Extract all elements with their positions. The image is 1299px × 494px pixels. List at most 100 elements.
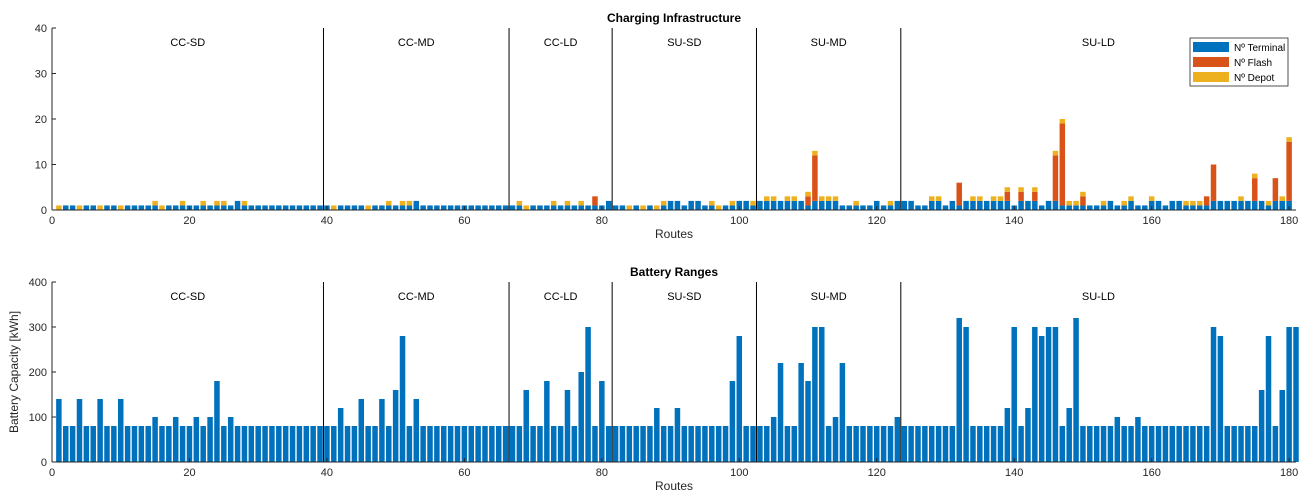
y-axis-label: Battery Capacity [kWh] [7,311,21,433]
bar [392,390,399,462]
bar [764,200,770,210]
bar [1073,200,1079,206]
bar [956,205,962,210]
bar [509,426,516,462]
bar [303,426,310,462]
bar [1032,327,1038,462]
bar [523,390,529,462]
bar [1252,178,1258,201]
bar [179,200,186,206]
bar [770,417,777,462]
bar [928,426,935,462]
bar [757,200,763,210]
bar [832,417,839,462]
bar [729,205,736,210]
bar [1210,327,1217,462]
bar [544,205,550,210]
bar [1238,200,1244,210]
bar [104,426,110,462]
bar [83,426,90,462]
bar [214,200,220,206]
bar [441,426,447,462]
segment-label: CC-MD [398,37,435,49]
bar [715,426,722,462]
bar [111,205,117,210]
bar [351,426,358,462]
bar [1210,200,1217,210]
bar [1004,200,1011,210]
bar [1121,205,1127,210]
bar [990,426,997,462]
bar [1052,327,1059,462]
bar [447,205,454,210]
x-tick-label: 140 [1005,467,1023,479]
bar [1093,205,1100,210]
bar [1135,417,1141,462]
x-tick-label: 180 [1280,467,1298,479]
bar [805,205,811,210]
bar [990,196,997,201]
bar [1279,200,1286,210]
bar [509,205,516,210]
bar [97,205,103,210]
bar [331,426,337,462]
bar [1066,205,1072,210]
bar [1087,205,1093,210]
bar [832,200,839,210]
bar [612,205,619,210]
bar [117,205,124,210]
bar [179,426,186,462]
bar [1052,200,1059,210]
bar [819,200,825,210]
y-tick-label: 30 [35,69,47,81]
bar [1018,191,1024,201]
bar [413,399,420,462]
x-tick-label: 0 [49,467,55,479]
bar [1258,200,1265,210]
bar [819,196,825,201]
segment-label: SU-SD [667,37,701,49]
bar [317,205,323,210]
bar [406,426,413,462]
bar [358,205,365,210]
bar [1025,408,1031,462]
bar [523,205,529,210]
bar [427,205,433,210]
bar [200,426,206,462]
x-tick-label: 140 [1005,215,1023,227]
bar [1252,426,1258,462]
bar [69,426,76,462]
bar [1148,200,1155,210]
bar [399,200,406,206]
bar [152,417,158,462]
bar [221,200,227,206]
bar [605,426,612,462]
bar [427,426,433,462]
bar [1107,200,1114,210]
bar [860,426,866,462]
bar [1286,200,1292,210]
bar [241,426,248,462]
bar [1190,426,1196,462]
bar [1231,426,1237,462]
bar [578,205,584,210]
battery-ranges-chart: Battery Ranges CC-SD CC-MD CC-LD SU-SD SU-MD S… [7,265,1299,493]
bar [908,200,914,210]
segment-label: CC-LD [544,37,578,49]
bar [1231,200,1237,210]
bar [585,327,591,462]
bar [729,381,736,462]
bar [406,205,413,210]
bar [894,200,901,210]
y-tick-label: 20 [35,114,47,126]
bar [1210,164,1217,201]
bar [537,426,543,462]
bar [901,200,907,210]
bar [214,381,220,462]
bar [1128,200,1134,210]
bar [1004,187,1011,192]
bar [530,205,536,210]
legend-swatch [1193,42,1229,52]
bar [372,205,378,210]
bar [612,426,619,462]
